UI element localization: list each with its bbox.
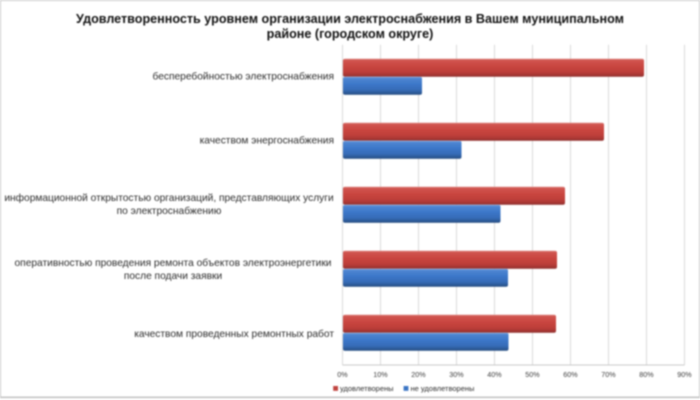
svg-text:качеством проведенных ремонтны: качеством проведенных ремонтных работ: [134, 328, 334, 340]
svg-text:30%: 30%: [449, 370, 464, 379]
svg-text:70%: 70%: [601, 370, 616, 379]
svg-text:80%: 80%: [639, 370, 654, 379]
svg-text:бесперебойностью электроснабж: бесперебойностью электроснабжения: [153, 71, 334, 83]
svg-text:по электроснабжению: по электроснабжению: [117, 205, 222, 217]
svg-text:Удовлетворенность уровнем орга: Удовлетворенность уровнем организации эл…: [76, 12, 624, 26]
svg-text:60%: 60%: [563, 370, 578, 379]
svg-text:не удовлетворены: не удовлетворены: [411, 384, 475, 393]
svg-text:удовлетворены: удовлетворены: [340, 384, 394, 393]
svg-text:10%: 10%: [373, 370, 388, 379]
svg-text:информационной открытостью орг: информационной открытостью организаций, …: [4, 192, 333, 204]
svg-text:после подачи заявки: после подачи заявки: [124, 271, 222, 282]
svg-text:оперативностью проведения ремо: оперативностью проведения ремонта объект…: [15, 257, 332, 269]
svg-text:районе (городском округе): районе (городском округе): [267, 27, 434, 41]
svg-text:90%: 90%: [677, 370, 692, 379]
svg-text:0%: 0%: [337, 370, 348, 379]
svg-text:50%: 50%: [525, 370, 540, 379]
svg-text:40%: 40%: [487, 370, 502, 379]
svg-text:20%: 20%: [411, 370, 426, 379]
svg-text:качеством энергоснабжения: качеством энергоснабжения: [200, 135, 334, 147]
